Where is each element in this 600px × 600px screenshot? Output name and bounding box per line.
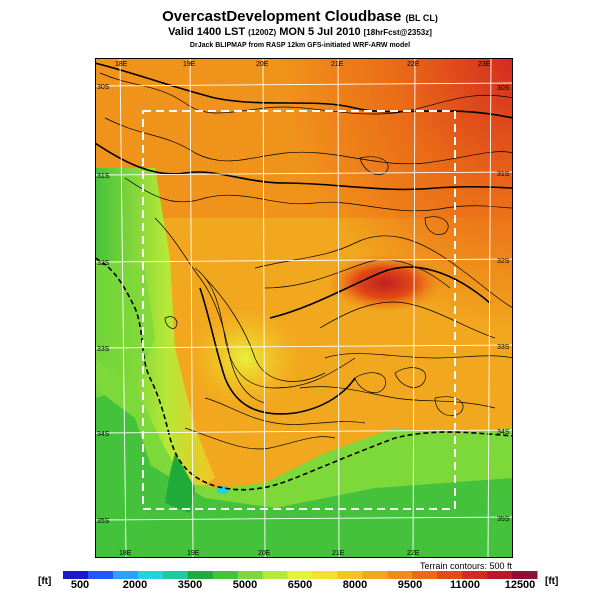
lon-label-top: 21E	[331, 61, 344, 68]
map-frame	[95, 58, 513, 558]
lat-label-right: 31S	[497, 171, 510, 178]
colorbar-tick: 9500	[397, 579, 423, 591]
colorbar-swatch	[512, 571, 538, 579]
valid-utc: (1200Z)	[248, 28, 277, 37]
lat-label-left: 30S	[97, 84, 110, 91]
chart-title: OvercastDevelopment Cloudbase (BL CL)	[0, 8, 600, 25]
inner-domain-box	[142, 110, 456, 510]
colorbar-tick: 500	[70, 579, 90, 591]
lon-label-bottom: 19E	[187, 550, 200, 557]
colorbar-tick: 6500	[287, 579, 313, 591]
lon-label-top: 20E	[256, 61, 269, 68]
colorbar-swatch	[412, 571, 438, 579]
forecast-map: 18E 19E 20E 21E 22E 23E 18E 19E 20E 21E …	[94, 57, 514, 559]
title-main: OvercastDevelopment Cloudbase	[162, 8, 402, 25]
lat-label-right: 30S	[497, 85, 510, 92]
lon-label-top: 19E	[183, 61, 196, 68]
lon-label-top: 22E	[407, 61, 420, 68]
colorbar-swatch	[437, 571, 463, 579]
colorbar-tick: 8000	[342, 579, 368, 591]
terrain-contours	[99, 72, 514, 450]
colorbar-tick: 11000	[450, 579, 480, 591]
colorbar-tick: 3500	[177, 579, 203, 591]
colorbar-swatch	[312, 571, 338, 579]
field-cape-green	[165, 453, 195, 513]
colorbar-swatch	[362, 571, 388, 579]
colorbar-swatch	[487, 571, 513, 579]
colorbar-tick: 5000	[232, 579, 258, 591]
valid-time-line: Valid 1400 LST (1200Z) MON 5 Jul 2010 [1…	[0, 26, 600, 38]
lat-label-right: 35S	[497, 516, 510, 523]
lat-label-right: 32S	[497, 258, 510, 265]
lat-label-left: 32S	[97, 260, 110, 267]
colorbar-unit-right: [ft]	[545, 576, 559, 587]
colorbar-swatch	[462, 571, 488, 579]
colorbar-swatch	[237, 571, 264, 579]
colorbar	[63, 571, 538, 579]
lon-label-top: 18E	[115, 61, 128, 68]
colorbar-swatch	[112, 571, 139, 579]
colorbar-swatch	[187, 571, 214, 579]
colorbar-swatch	[137, 571, 164, 579]
terrain-contours-major	[94, 62, 514, 415]
lat-label-right: 33S	[497, 344, 510, 351]
valid-time: Valid 1400 LST	[168, 26, 246, 38]
colorbar-swatch	[387, 571, 413, 579]
field-south-deep-green	[95, 438, 513, 558]
grid-labels: 18E 19E 20E 21E 22E 23E 18E 19E 20E 21E …	[97, 61, 510, 557]
colorbar-tick: 2000	[122, 579, 148, 591]
field-hot-spot	[325, 253, 445, 313]
colorbar-swatch	[63, 571, 89, 579]
lat-label-left: 31S	[97, 173, 110, 180]
colorbar-swatch	[212, 571, 239, 579]
lon-label-bottom: 21E	[332, 550, 345, 557]
colorbar-swatch	[162, 571, 189, 579]
colorbar-swatch	[262, 571, 289, 579]
lat-label-left: 34S	[97, 431, 110, 438]
colorbar-unit-left: [ft]	[38, 576, 52, 587]
lat-label-left: 35S	[97, 518, 110, 525]
colorbar-swatch	[337, 571, 363, 579]
lon-label-bottom: 20E	[258, 550, 271, 557]
valid-date: MON 5 Jul 2010	[279, 26, 361, 38]
coastline	[94, 257, 514, 491]
lat-label-left: 33S	[97, 346, 110, 353]
title-suffix: (BL CL)	[405, 13, 438, 23]
lon-label-bottom: 18E	[119, 550, 132, 557]
field-west-lightgreen	[95, 258, 155, 398]
colorbar-tick: 12500	[504, 579, 536, 591]
lat-label-right: 34S	[497, 429, 510, 436]
lon-label-bottom: 22E	[407, 550, 420, 557]
map-svg: 18E 19E 20E 21E 22E 23E 18E 19E 20E 21E …	[94, 57, 514, 559]
lon-label-top: 23E	[478, 61, 491, 68]
latlon-grid	[94, 57, 514, 559]
field-interior-yellow	[190, 308, 300, 408]
forecast-tag: [18hrFcst@2353z]	[363, 28, 432, 37]
model-credit: DrJack BLIPMAP from RASP 12km GFS-initia…	[189, 42, 411, 49]
colorbar-swatch	[287, 571, 313, 579]
colorbar-swatch	[87, 571, 114, 579]
terrain-contour-note: Terrain contours: 500 ft	[419, 561, 512, 571]
